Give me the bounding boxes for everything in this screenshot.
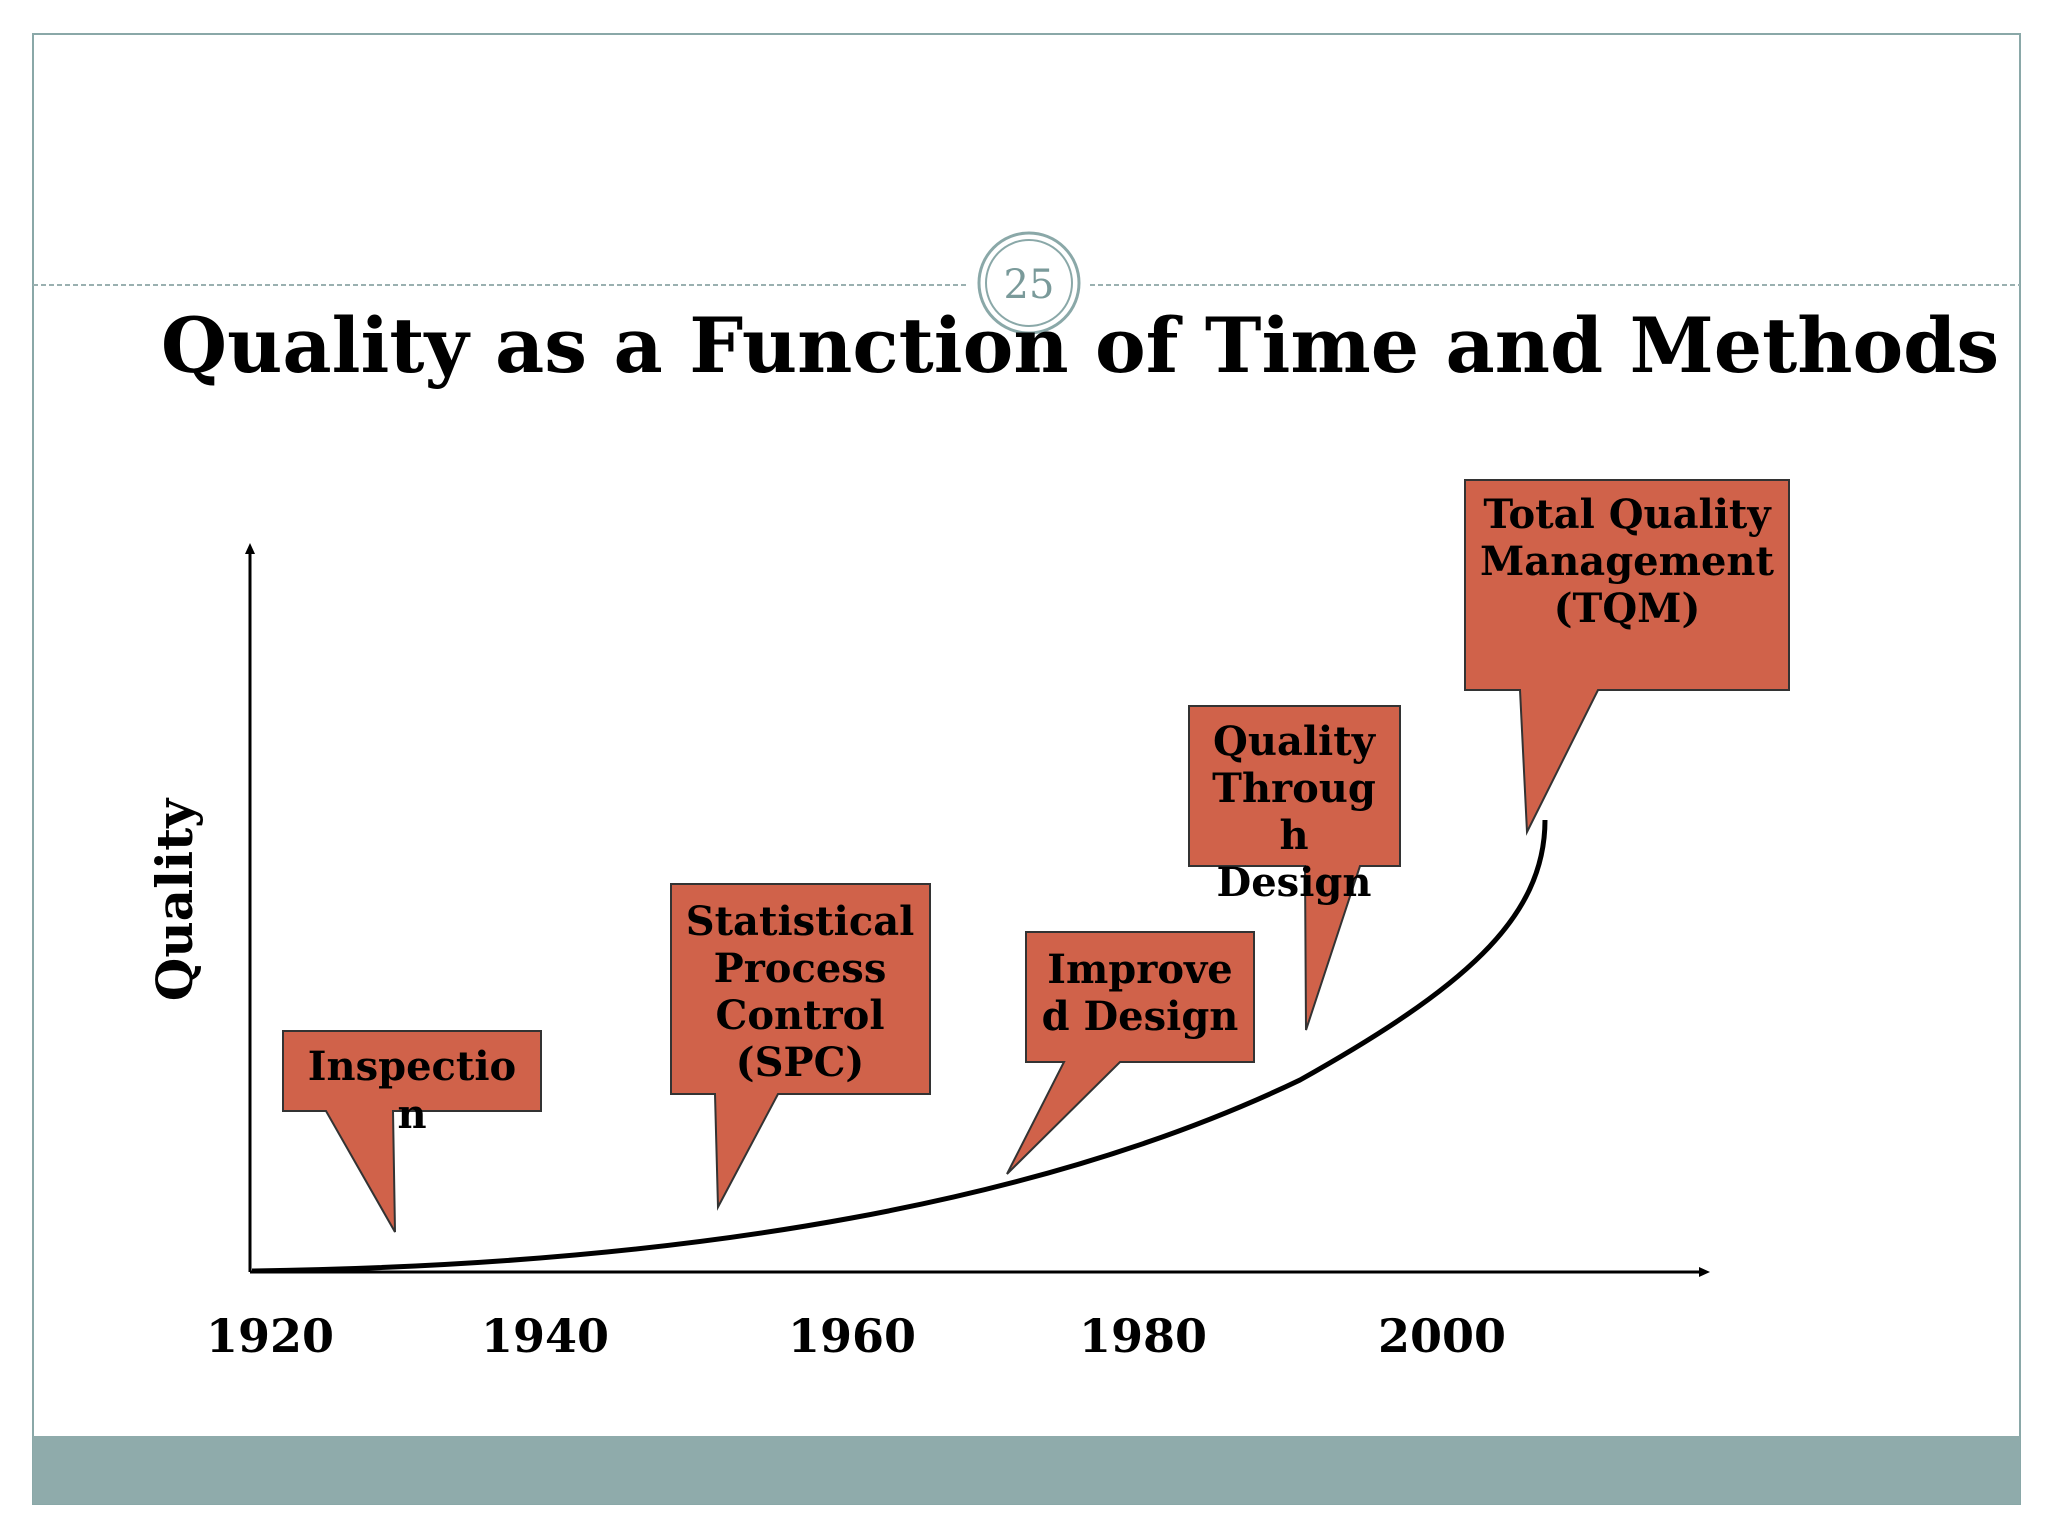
page-number-badge: 25 <box>977 231 1081 335</box>
x-tick-1940: 1940 <box>481 1309 609 1363</box>
callout-spc: Statistical Process Control (SPC) <box>670 883 931 1211</box>
quality-curve <box>251 819 1548 1274</box>
callout-tqm-line-3: (TQM) <box>1554 585 1701 632</box>
x-tick-1960: 1960 <box>788 1309 916 1363</box>
callout-tqm-line-1: Total Quality <box>1483 491 1772 538</box>
callout-tqm-line-2: Management <box>1480 538 1774 585</box>
callout-improved-design: Improve d Design <box>1006 931 1255 1175</box>
callout-spc-line-2: Process <box>714 945 887 992</box>
x-tick-1920: 1920 <box>206 1309 334 1363</box>
callout-improved-design-line-1: Improve <box>1047 946 1232 993</box>
callout-inspection: Inspectio n <box>282 1030 542 1233</box>
x-tick-2000: 2000 <box>1378 1309 1506 1363</box>
callout-improved-design-line-2: d Design <box>1042 993 1239 1040</box>
callout-qtd-line-4: Design <box>1217 859 1372 906</box>
page-number: 25 <box>1004 262 1055 308</box>
callout-tqm: Total Quality Management (TQM) <box>1464 479 1790 836</box>
slide-title: Quality as a Function of Time and Method… <box>161 301 1999 390</box>
callout-spc-line-3: Control <box>715 992 884 1039</box>
callout-qtd-line-1: Quality <box>1213 718 1377 765</box>
y-axis-label: Quality <box>145 797 204 1001</box>
callout-spc-line-4: (SPC) <box>736 1039 865 1086</box>
callout-quality-through-design: Quality Throug h Design <box>1188 705 1401 1031</box>
callout-inspection-line-1: Inspectio <box>308 1043 516 1090</box>
footer-bar <box>33 1436 2020 1504</box>
callout-qtd-line-3: h <box>1279 812 1308 859</box>
callout-spc-line-1: Statistical <box>686 898 915 945</box>
callout-inspection-line-2: n <box>397 1091 426 1138</box>
x-tick-1980: 1980 <box>1079 1309 1207 1363</box>
callout-qtd-line-2: Throug <box>1212 765 1376 812</box>
